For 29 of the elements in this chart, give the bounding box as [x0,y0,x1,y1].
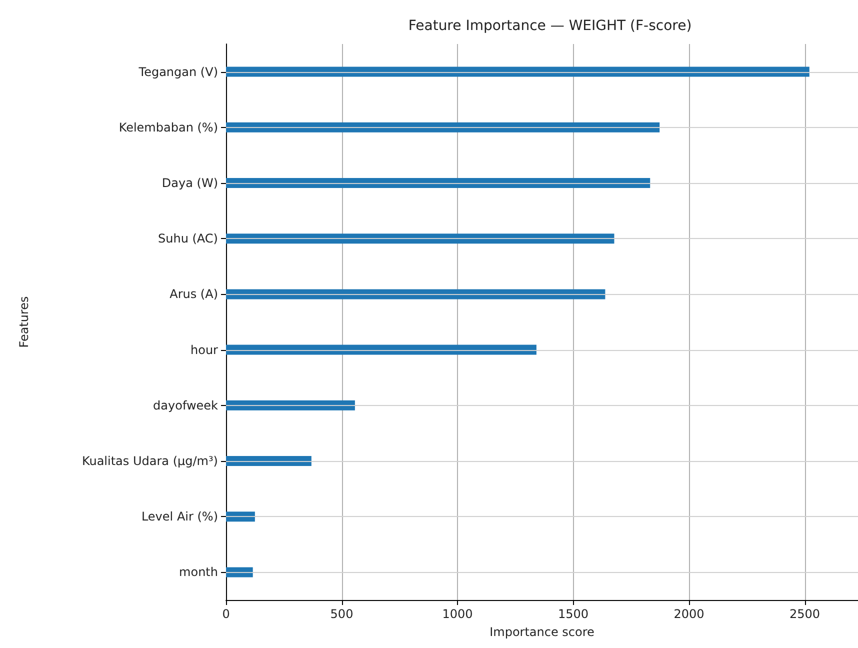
y-tick-label: Suhu (AC) [158,232,218,246]
x-tick-label: 2000 [674,607,704,621]
y-tick-label: Level Air (%) [141,510,218,524]
y-tick-label: hour [190,342,218,357]
x-tick-label: 2500 [789,607,820,621]
chart-title: Feature Importance — WEIGHT (F-score) [408,18,692,34]
bar [226,400,355,410]
bar [226,289,606,300]
y-axis-title: Features [17,296,31,348]
y-tick-label: Kualitas Udara (µg/m³) [82,454,218,468]
y-tick-label: Daya (W) [162,176,218,190]
y-tick-label: Arus (A) [170,287,218,302]
x-tick-label: 0 [222,607,230,621]
y-tick-label: month [179,565,218,580]
bar [226,234,614,244]
x-tick-label: 1000 [442,607,473,621]
bar [226,512,255,522]
x-tick-label: 1500 [558,607,589,621]
x-tick-label: 500 [330,607,354,621]
bar [226,178,650,188]
bar [226,567,253,578]
y-tick-label: dayofweek [153,398,218,412]
y-tick-label: Kelembaban (%) [118,120,218,134]
bar [226,122,660,132]
x-axis-title: Importance score [490,625,594,639]
y-tick-label: Tegangan (V) [138,64,218,79]
bar [226,344,536,355]
bar [226,456,312,466]
bar [226,66,810,77]
